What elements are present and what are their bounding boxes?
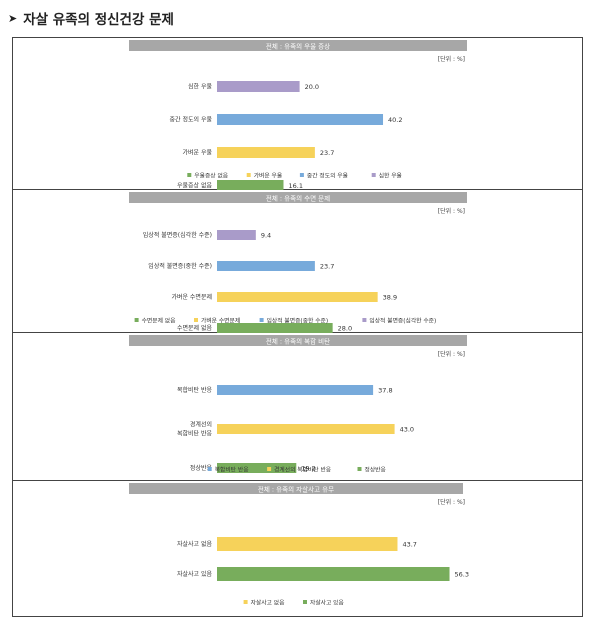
legend-label: 자살사고 없음 [251, 599, 286, 607]
data-label: 43.7 [402, 540, 416, 548]
data-label: 19.2 [301, 464, 315, 472]
legend-swatch [134, 318, 139, 322]
legend-swatch [243, 600, 248, 604]
bar [217, 114, 384, 125]
chart-svg: 전체 : 유족의 우울 증상 [단위 : %] 심한 우울 20.0 중간 정도의 우울… [129, 40, 467, 190]
bar [217, 424, 395, 434]
chart-title-bar [129, 40, 467, 51]
category-label: 가벼운 수면문제 [171, 293, 212, 301]
category-label: 임상적 불면증(심각한 수준) [143, 231, 212, 239]
legend-label: 가벼운 수면문제 [201, 317, 240, 325]
legend-label: 우울증상 없음 [194, 172, 229, 180]
data-label: 20.0 [305, 83, 319, 91]
category-label: 복합비탄 반응 [177, 386, 213, 394]
legend-label: 임상적 불면증(중한 수준) [267, 317, 329, 325]
sleep-chart-panel: 전체 : 유족의 수면 문제 [단위 : %] 임상적 불면증(심각한 수준) 9.4… [13, 190, 582, 333]
category-label: 복합비탄 반응 [177, 430, 213, 438]
unit-note: [단위 : %] [438, 350, 465, 358]
chart-svg: 전체 : 유족의 수면 문제 [단위 : %] 임상적 불면증(심각한 수준) 9.4… [129, 192, 467, 333]
unit-note: [단위 : %] [438, 207, 465, 215]
data-label: 37.8 [378, 386, 392, 394]
legend-swatch [362, 318, 367, 322]
bar [217, 292, 378, 302]
bar [217, 323, 333, 333]
legend-label: 가벼운 우울 [254, 172, 283, 180]
arrow-right-icon: ➤ [8, 11, 18, 25]
chart-title-bar [129, 335, 467, 346]
legend-swatch [207, 467, 212, 471]
page-heading: ➤ 자살 유족의 정신건강 문제 [8, 8, 174, 29]
legend-swatch [259, 318, 264, 322]
legend-label: 임상적 불면증(심각한 수준) [369, 317, 436, 325]
bar [217, 385, 374, 395]
category-label: 자살사고 있음 [177, 570, 213, 578]
chart-title: 전체 : 유족의 복합 비탄 [266, 337, 330, 346]
bar [217, 230, 256, 240]
category-label: 자살사고 없음 [177, 540, 213, 548]
legend-swatch [194, 318, 198, 322]
legend-label: 자살사고 있음 [310, 599, 345, 607]
bar [217, 81, 300, 92]
data-label: 16.1 [288, 182, 302, 190]
category-label: 경계선의 [190, 421, 212, 429]
legend-swatch [246, 173, 251, 177]
category-label: 우울증상 없음 [177, 182, 213, 190]
data-label: 9.4 [261, 231, 271, 239]
legend-swatch [299, 173, 304, 177]
category-label: 임상적 불면증(중한 수준) [148, 262, 212, 270]
category-label: 수면문제 없음 [177, 324, 213, 332]
bar [217, 261, 315, 271]
legend-label: 수면문제 없음 [142, 317, 177, 325]
unit-note: [단위 : %] [438, 55, 465, 63]
unit-note: [단위 : %] [438, 498, 465, 506]
chart-title: 전체 : 유족의 자살사고 유무 [258, 485, 334, 494]
grief-chart-panel: 전체 : 유족의 복합 비탄 [단위 : %] 복합비탄 반응 37.8 경계선의 복합비… [13, 333, 582, 481]
chart-title: 전체 : 유족의 수면 문제 [266, 194, 330, 203]
suicidal-ideation-chart-panel: 전체 : 유족의 자살사고 유무 [단위 : %] 자살사고 없음 43.7 자살사고 … [13, 481, 582, 616]
category-label: 가벼운 우울 [182, 149, 212, 157]
data-label: 28.0 [338, 324, 352, 332]
category-label: 심한 우울 [188, 83, 212, 91]
legend-swatch [357, 467, 362, 471]
chart-title-bar [129, 192, 467, 203]
data-label: 23.7 [320, 149, 334, 157]
legend-swatch [187, 173, 192, 177]
data-label: 43.0 [400, 425, 414, 433]
legend-swatch [267, 467, 272, 471]
legend-label: 복합비탄 반응 [215, 466, 250, 474]
data-label: 56.3 [455, 570, 469, 578]
data-label: 38.9 [383, 293, 397, 301]
legend-label: 경계선의 복합비탄 반응 [274, 466, 332, 474]
depression-chart-panel: 전체 : 유족의 우울 증상 [단위 : %] 심한 우울 20.0 중간 정도의 우울… [13, 38, 582, 190]
chart-title: 전체 : 유족의 우울 증상 [266, 42, 330, 51]
bar [217, 463, 297, 473]
bar [217, 180, 284, 190]
legend-swatch [371, 173, 376, 177]
page-title: 자살 유족의 정신건강 문제 [23, 12, 174, 28]
legend-swatch [303, 600, 307, 604]
bar [217, 537, 398, 551]
legend-label: 중간 정도의 우울 [307, 172, 349, 180]
charts-frame: 전체 : 유족의 우울 증상 [단위 : %] 심한 우울 20.0 중간 정도의 우울… [12, 37, 583, 617]
category-label: 정상반응 [190, 464, 213, 472]
data-label: 23.7 [320, 262, 334, 270]
bar [217, 567, 450, 581]
chart-svg: 전체 : 유족의 복합 비탄[단위 : %]복합비탄 반응 37.8경계선의복합비… [129, 335, 467, 474]
chart-svg: 전체 : 유족의 자살사고 유무 [단위 : %] 자살사고 없음 43.7 자살사고 … [129, 483, 469, 607]
bar [217, 147, 315, 158]
legend-label: 심한 우울 [379, 172, 403, 180]
data-label: 40.2 [388, 116, 402, 124]
chart-title-bar [129, 483, 463, 494]
legend-label: 정상반응 [365, 466, 387, 474]
category-label: 중간 정도의 우울 [170, 116, 213, 124]
